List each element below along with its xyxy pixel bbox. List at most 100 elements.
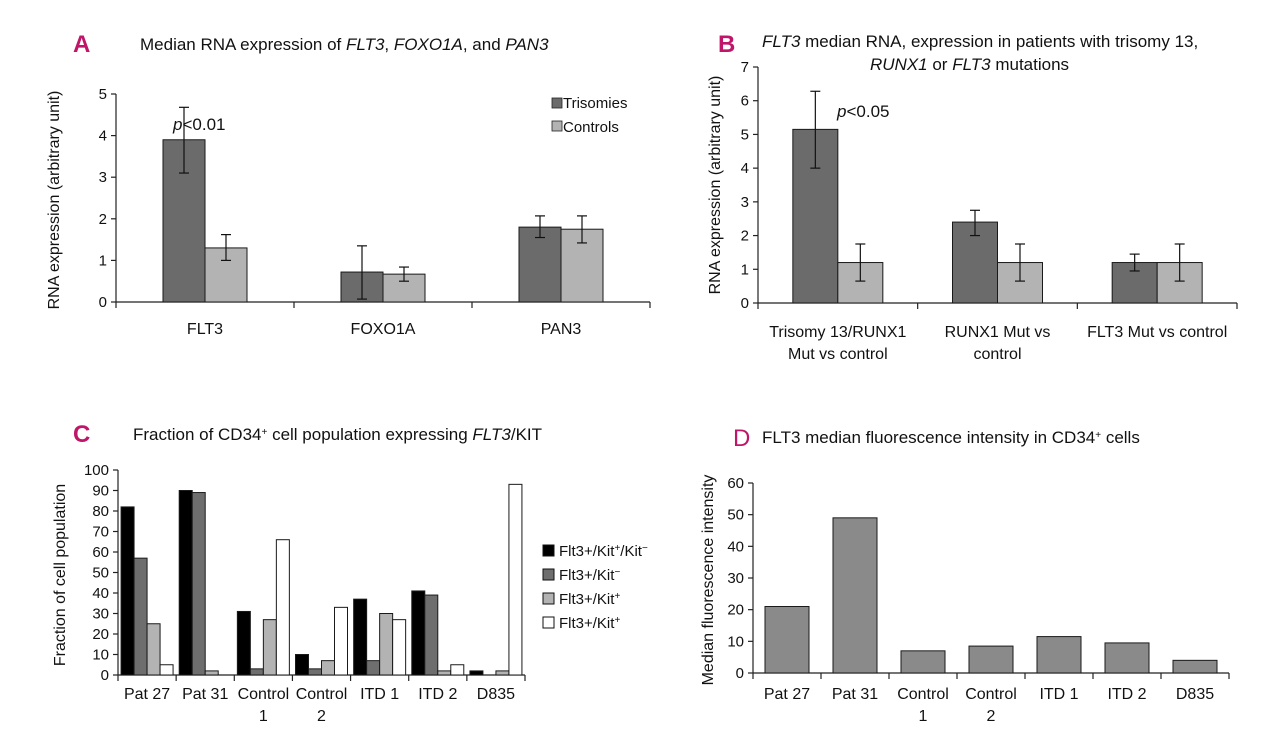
panel-c-legend: Flt3+/Kit+/Kit−Flt3+/Kit−Flt3+/Kit+Flt3+… xyxy=(542,543,648,633)
y-tick-label: 0 xyxy=(741,295,749,312)
legend-swatch xyxy=(542,568,555,581)
title-segment: median RNA, expression in patients with … xyxy=(800,32,1198,51)
title-segment: FOXO1A xyxy=(394,35,463,54)
title-segment: + xyxy=(262,427,268,438)
panel-d-title: FLT3 median fluorescence intensity in CD… xyxy=(762,428,1140,447)
title-segment: FLT3 xyxy=(472,425,511,444)
y-tick-label: 60 xyxy=(727,475,744,492)
bar xyxy=(159,664,174,676)
bar xyxy=(191,492,206,676)
bar xyxy=(518,226,562,303)
legend-label-segment: Flt3+/Kit xyxy=(559,543,615,560)
y-tick-label: 20 xyxy=(727,602,744,619)
bar xyxy=(837,262,884,304)
title-segment: Fraction of CD34 xyxy=(133,425,262,444)
title-segment: PAN3 xyxy=(505,35,549,54)
y-tick-label: 0 xyxy=(101,667,109,684)
panel-c-title: Fraction of CD34+ cell population expres… xyxy=(133,425,542,444)
y-tick-label: 10 xyxy=(92,647,109,664)
y-tick-label: 100 xyxy=(84,462,109,479)
bar xyxy=(411,590,426,676)
title-segment: Median RNA expression of xyxy=(140,35,346,54)
title-segment: mutations xyxy=(991,55,1069,74)
legend-swatch-controls xyxy=(551,120,563,132)
bar xyxy=(560,228,604,303)
bar xyxy=(437,670,452,676)
y-tick-label: 0 xyxy=(99,294,107,311)
legend-label-segment: + xyxy=(614,543,620,554)
annotation-p: p xyxy=(836,102,846,121)
y-tick-label: 80 xyxy=(92,503,109,520)
annotation-p: p xyxy=(172,115,182,134)
bar xyxy=(495,670,510,676)
y-tick-label: 40 xyxy=(92,585,109,602)
panel-d-ylabel: Median fluorescence intensity xyxy=(700,475,717,686)
chart-c: 0 10 20 30 40 50 60 70 80 90 100 Pat 27 Pat 31 Contro… xyxy=(84,462,526,725)
y-tick-label: 3 xyxy=(99,169,107,186)
y-tick-label: 7 xyxy=(741,59,749,76)
legend-label-segment: − xyxy=(614,567,620,578)
bar xyxy=(295,654,309,676)
x-tick-label: 1 xyxy=(919,708,928,725)
x-tick-label: ITD 1 xyxy=(360,686,399,703)
title-segment: + xyxy=(1095,430,1101,441)
y-tick-label: 30 xyxy=(727,570,744,587)
panel-b: B FLT3 median RNA, expression in patient… xyxy=(707,31,1238,363)
legend-label-segment: Flt3+/Kit xyxy=(559,591,615,608)
panel-b-annotation: p<0.05 xyxy=(836,102,889,121)
y-tick-label: 4 xyxy=(741,160,749,177)
x-tick-label: ITD 2 xyxy=(418,686,457,703)
chart-d: 0 10 20 30 40 50 60 Pat 27 Pat 31 Control 1 Control… xyxy=(727,475,1230,725)
bar xyxy=(236,610,251,676)
bar xyxy=(450,664,465,676)
title-segment: /KIT xyxy=(511,425,542,444)
panel-a: A Median RNA expression of FLT3, FOXO1A,… xyxy=(46,31,651,338)
panel-letter-d: D xyxy=(733,425,750,452)
y-tick-label: 50 xyxy=(727,507,744,524)
bar xyxy=(262,619,277,676)
annotation-value: <0.01 xyxy=(182,115,225,134)
bar xyxy=(424,594,439,676)
chart-a: 0 1 2 3 4 5 FLT3 FOXO1A PAN3 xyxy=(99,86,651,338)
x-tick-label: Pat 31 xyxy=(832,686,878,703)
legend-swatch xyxy=(542,544,555,557)
y-tick-label: 30 xyxy=(92,606,109,623)
panel-a-title: Median RNA expression of FLT3, FOXO1A, a… xyxy=(140,35,549,54)
y-tick-label: 0 xyxy=(736,665,744,682)
y-tick-label: 3 xyxy=(741,194,749,211)
x-tick-label: Control xyxy=(238,686,290,703)
y-tick-label: 1 xyxy=(741,261,749,278)
title-segment: FLT3 xyxy=(762,32,801,51)
panel-letter-a: A xyxy=(73,31,90,58)
x-tick-label: PAN3 xyxy=(541,321,582,338)
legend-label-segment: Flt3+/Kit xyxy=(559,567,615,584)
bar xyxy=(204,247,248,303)
annotation-value: <0.05 xyxy=(846,102,889,121)
bar xyxy=(204,670,219,676)
bar xyxy=(353,598,368,676)
title-segment: FLT3 xyxy=(952,55,991,74)
panel-c: C Fraction of CD34+ cell population expr… xyxy=(52,421,648,725)
panel-letter-b: B xyxy=(718,31,735,58)
x-tick-label: D835 xyxy=(477,686,515,703)
x-tick-label: control xyxy=(973,346,1021,363)
bar xyxy=(392,619,407,676)
y-tick-label: 10 xyxy=(727,633,744,650)
x-tick-label: Trisomy 13/RUNX1 xyxy=(769,324,906,341)
legend-label-controls: Controls xyxy=(563,119,619,136)
bar xyxy=(249,668,264,676)
title-segment: or xyxy=(928,55,953,74)
panel-c-ylabel: Fraction of cell population xyxy=(52,484,69,666)
legend-swatch xyxy=(542,616,555,629)
title-segment: , xyxy=(384,35,393,54)
chart-b: 0 1 2 3 4 5 6 7 Trisomy 13/RUNX1 Mut vs control RU… xyxy=(741,59,1238,363)
legend-label: Flt3+/Kit+ xyxy=(559,615,620,633)
x-tick-label: Pat 31 xyxy=(182,686,228,703)
legend-label-segment: − xyxy=(642,543,648,554)
x-tick-label: 1 xyxy=(259,708,268,725)
panel-d: D FLT3 median fluorescence intensity in … xyxy=(700,425,1230,725)
bar xyxy=(146,623,161,676)
bar xyxy=(120,506,135,676)
x-tick-label: 2 xyxy=(317,708,326,725)
